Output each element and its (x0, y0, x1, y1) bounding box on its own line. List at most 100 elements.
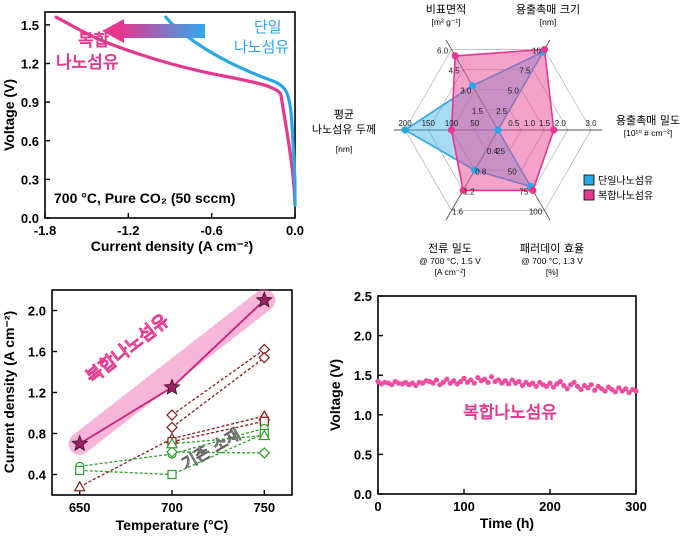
temp-series-line-5 (79, 427, 265, 467)
radar-tick-label: 1.6 (452, 208, 464, 217)
stab-point (502, 378, 508, 384)
stab-point (468, 377, 474, 383)
stab-point (547, 380, 553, 386)
stab-point (588, 382, 594, 388)
temp-diamond-marker (258, 447, 271, 459)
iv-series-label-single-1: 단일 (254, 18, 282, 36)
radar-tick-label: 1.2 (464, 187, 476, 196)
temp-diamond-marker (166, 421, 178, 434)
stab-series-label: 복합나노섬유 (463, 402, 557, 423)
stab-point (451, 378, 457, 384)
radar-tick-label: 0.4 (487, 147, 499, 156)
radar-axis-unit: [10¹⁰ # cm⁻²] (624, 128, 673, 138)
iv-condition-annotation: 700 °C, Pure CO₂ (50 sccm) (54, 190, 235, 206)
temp-diamond-marker (258, 351, 271, 364)
iv-y-tick-label: 0.0 (21, 211, 39, 226)
temp-plot-frame (51, 289, 293, 496)
stab-point (592, 387, 598, 393)
stab-point (616, 385, 622, 391)
radar-axis-label: 패러데이 효율 (520, 242, 584, 255)
temp-series-line-4 (171, 420, 265, 443)
iv-series-line-1 (164, 15, 297, 207)
stab-point (488, 374, 495, 380)
temp-y-tick-label: 1.6 (28, 345, 46, 360)
radar-point-1 (459, 186, 467, 195)
temp-star-marker (163, 378, 181, 395)
stab-y-tick-label: 0.0 (354, 487, 372, 502)
temp-x-axis-label: Temperature (°C) (116, 517, 229, 533)
radar-tick-label: 1.5 (539, 119, 551, 128)
stab-point (485, 379, 491, 385)
stab-x-tick-label: 300 (625, 499, 647, 514)
temp-triangle-marker (258, 429, 271, 441)
stab-point (557, 378, 563, 385)
stab-x-tick-label: 100 (453, 499, 475, 514)
temp-diamond-marker (166, 446, 178, 458)
temp-y-tick-label: 0.4 (28, 468, 47, 483)
stab-point (440, 379, 446, 385)
stab-point (444, 376, 450, 382)
radar-tick-label: 100 (529, 208, 543, 217)
radar-tick-label: 4.5 (449, 67, 461, 76)
iv-direction-arrow (102, 19, 205, 43)
temp-x-tick-label: 650 (69, 500, 91, 515)
temp-series-line-1 (171, 348, 265, 416)
legend-label-single: 단일나노섬유 (598, 175, 653, 187)
temp-y-tick-label: 0.8 (28, 427, 46, 442)
radar-tick-label: 0.5 (508, 119, 520, 128)
stab-point (578, 386, 584, 393)
iv-series-label-single-2: 나노섬유 (234, 38, 289, 56)
stab-point (564, 386, 570, 392)
stab-point (585, 385, 591, 391)
iv-y-tick-label: 0.3 (21, 172, 39, 187)
stab-point (516, 378, 522, 385)
iv-x-tick-label: -0.6 (200, 223, 222, 238)
legend-swatch-single (583, 174, 595, 186)
radar-axis-unit: @ 700 °C, 1.3 V (521, 256, 583, 266)
stab-point (612, 389, 618, 395)
radar-tick-label: 50 (470, 119, 479, 128)
radar-tick-label: 5.0 (508, 87, 520, 96)
iv-x-tick-label: 0.0 (286, 223, 304, 238)
radar-tick-label: 1.0 (524, 119, 536, 128)
radar-tick-label: 2.5 (496, 107, 508, 116)
temp-series-line-6 (171, 451, 265, 454)
radar-tick-label: 25 (496, 147, 505, 156)
stab-point (506, 381, 512, 387)
stab-point (623, 386, 629, 392)
temp-triangle-marker (73, 480, 86, 492)
radar-tick-label: 3.0 (460, 87, 472, 96)
iv-x-tick-label: -1.2 (117, 223, 139, 238)
temp-y-tick-label: 2.0 (28, 304, 46, 319)
iv-series-label-composite-2: 나노섬유 (56, 53, 119, 73)
stab-y-axis-label: Voltage (V) (327, 359, 343, 431)
radar-tick-label: 150 (422, 119, 436, 128)
stab-point (633, 388, 639, 394)
radar-axis-unit: [A cm⁻²] (435, 267, 466, 277)
radar-tick-label: 100 (445, 119, 459, 128)
temp-star-marker (71, 434, 89, 452)
stab-y-tick-label: 1.5 (354, 368, 372, 383)
iv-y-tick-label: 0.9 (21, 95, 39, 110)
radar-point-0 (468, 82, 477, 90)
stab-point (430, 380, 436, 386)
radar-axis-unit: @ 700 °C, 1.5 V (419, 256, 481, 266)
radar-tick-label: 75 (519, 187, 528, 196)
radar-axis-label: 나노섬유 두께 (312, 123, 376, 136)
radar-tick-label: 2.0 (555, 119, 567, 128)
radar-tick-label: 50 (508, 167, 517, 176)
iv-y-tick-label: 1.2 (21, 57, 39, 72)
radar-tick-label: 6.0 (437, 46, 449, 55)
radar-axis-label: 전류 밀도 (428, 242, 472, 255)
stab-point (413, 382, 419, 389)
stab-point (495, 377, 501, 383)
radar-point-1 (550, 126, 558, 134)
iv-y-axis-label: Voltage (V) (1, 79, 17, 151)
temp-x-tick-label: 750 (253, 500, 275, 515)
stability-chart: 0 100 200 300 0.0 0.5 1.0 1.5 2.0 2.5 복합나노섬유 Time… (327, 289, 647, 531)
stab-point (574, 383, 581, 389)
stab-point (561, 382, 567, 389)
radar-tick-label: 1.5 (472, 107, 484, 116)
radar-tick-label: 10 (532, 46, 541, 55)
